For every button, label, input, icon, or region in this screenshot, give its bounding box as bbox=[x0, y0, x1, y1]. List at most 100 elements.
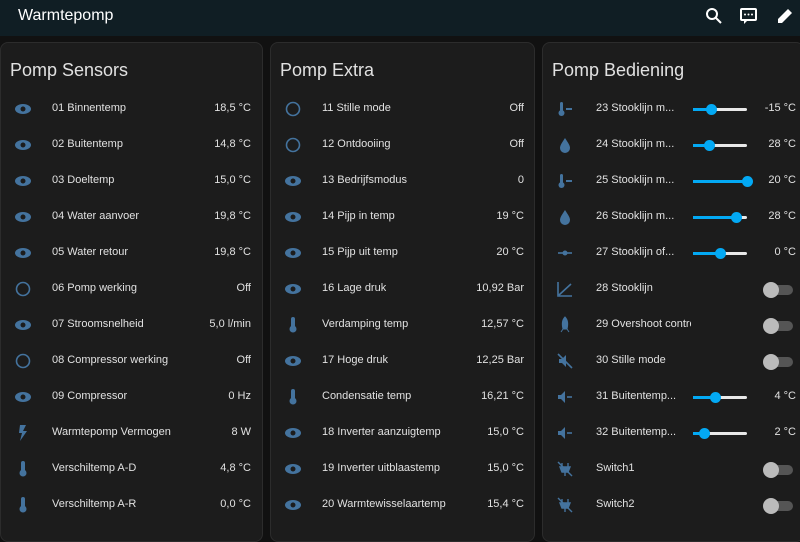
entity-icon bbox=[285, 101, 301, 117]
entity-state: 0 bbox=[517, 174, 524, 186]
entity-icon bbox=[285, 464, 301, 474]
entity-name: 30 Stille mode bbox=[596, 354, 666, 366]
entity-state: 19,8 °C bbox=[214, 246, 251, 258]
entity-row: 16 Lage druk 10,92 Bar bbox=[271, 271, 534, 307]
slider-thumb[interactable] bbox=[731, 212, 743, 223]
slider-thumb[interactable] bbox=[715, 248, 726, 259]
entity-row: 26 Stooklijn m... 28 °C bbox=[543, 199, 800, 235]
entity-state: 2 °C bbox=[774, 426, 796, 438]
entity-icon bbox=[285, 137, 301, 153]
entity-state: Off bbox=[509, 102, 524, 114]
entity-icon bbox=[557, 282, 572, 297]
entity-name: 01 Binnentemp bbox=[52, 102, 126, 114]
entity-row: 09 Compressor 0 Hz bbox=[1, 379, 262, 415]
toggle[interactable] bbox=[763, 318, 793, 334]
header: Warmtepomp bbox=[0, 0, 800, 36]
slider[interactable] bbox=[693, 104, 747, 115]
entity-icon bbox=[558, 102, 572, 116]
entity-icon bbox=[558, 174, 572, 188]
entity-icon bbox=[557, 461, 573, 477]
toggle-knob[interactable] bbox=[763, 498, 779, 514]
entity-state: 0 Hz bbox=[228, 390, 251, 402]
entity-icon bbox=[560, 210, 570, 225]
card: Pomp Sensors 01 Binnentemp 18,5 °C 02 Buite… bbox=[0, 42, 263, 542]
slider[interactable] bbox=[693, 392, 747, 403]
edit-button[interactable] bbox=[775, 6, 795, 26]
entity-name: 05 Water retour bbox=[52, 246, 129, 258]
entity-state: Off bbox=[236, 354, 251, 366]
entity-name: 25 Stooklijn m... bbox=[596, 174, 675, 186]
entity-name: Switch1 bbox=[596, 462, 635, 474]
slider-thumb[interactable] bbox=[698, 428, 710, 439]
slider[interactable] bbox=[693, 140, 747, 151]
slider[interactable] bbox=[693, 212, 747, 223]
entity-state: 4 °C bbox=[774, 390, 796, 402]
entity-name: 27 Stooklijn of... bbox=[596, 246, 675, 258]
entity-state: 15,0 °C bbox=[214, 174, 251, 186]
toggle[interactable] bbox=[763, 462, 793, 478]
slider-fill bbox=[693, 252, 720, 255]
slider-thumb[interactable] bbox=[704, 140, 716, 151]
entity-state: 5,0 l/min bbox=[209, 318, 251, 330]
entity-name: 19 Inverter uitblaastemp bbox=[322, 462, 441, 474]
entity-name: 06 Pomp werking bbox=[52, 282, 137, 294]
slider-thumb[interactable] bbox=[709, 392, 721, 403]
entity-row: 01 Binnentemp 18,5 °C bbox=[1, 91, 262, 127]
entity-icon bbox=[15, 392, 31, 402]
entity-row: 23 Stooklijn m... -15 °C bbox=[543, 91, 800, 127]
entity-row: 03 Doeltemp 15,0 °C bbox=[1, 163, 262, 199]
assist-button[interactable] bbox=[739, 6, 759, 26]
entity-state: 16,21 °C bbox=[481, 390, 524, 402]
entity-name: 20 Warmtewisselaartemp bbox=[322, 498, 446, 510]
slider[interactable] bbox=[693, 428, 747, 439]
entity-name: 09 Compressor bbox=[52, 390, 128, 402]
entity-state: -15 °C bbox=[764, 102, 796, 114]
slider-fill bbox=[693, 108, 711, 111]
entity-name: 15 Pijp uit temp bbox=[322, 246, 398, 258]
toggle[interactable] bbox=[763, 498, 793, 514]
entity-state: 18,5 °C bbox=[214, 102, 251, 114]
entity-name: Switch2 bbox=[596, 498, 635, 510]
entity-row: 06 Pomp werking Off bbox=[1, 271, 262, 307]
entity-name: 28 Stooklijn bbox=[596, 282, 653, 294]
entity-state: 19 °C bbox=[496, 210, 524, 222]
entity-state: 28 °C bbox=[768, 138, 796, 150]
toggle[interactable] bbox=[763, 354, 793, 370]
entity-icon bbox=[558, 427, 572, 439]
entity-row: 29 Overshoot control bbox=[543, 307, 800, 343]
entity-icon bbox=[15, 212, 31, 222]
entity-row: Switch2 bbox=[543, 487, 800, 523]
entity-row: 18 Inverter aanzuigtemp 15,0 °C bbox=[271, 415, 534, 451]
entity-state: Off bbox=[236, 282, 251, 294]
entity-icon bbox=[15, 281, 31, 297]
search-button[interactable] bbox=[704, 6, 724, 26]
entity-state: 15,0 °C bbox=[487, 426, 524, 438]
entity-row: 08 Compressor werking Off bbox=[1, 343, 262, 379]
slider[interactable] bbox=[693, 248, 747, 259]
entity-name: 24 Stooklijn m... bbox=[596, 138, 675, 150]
entity-icon bbox=[285, 212, 301, 222]
toggle-knob[interactable] bbox=[763, 318, 779, 334]
entity-row: 02 Buitentemp 14,8 °C bbox=[1, 127, 262, 163]
entity-row: 32 Buitentemp... 2 °C bbox=[543, 415, 800, 451]
toggle[interactable] bbox=[763, 282, 793, 298]
slider-thumb[interactable] bbox=[742, 176, 753, 187]
entity-icon bbox=[15, 320, 31, 330]
entity-state: 12,25 Bar bbox=[476, 354, 524, 366]
slider[interactable] bbox=[693, 176, 753, 187]
entity-state: Off bbox=[509, 138, 524, 150]
entity-state: 10,92 Bar bbox=[476, 282, 524, 294]
entity-row: 25 Stooklijn m... 20 °C bbox=[543, 163, 800, 199]
toggle-knob[interactable] bbox=[763, 282, 779, 298]
entity-icon bbox=[285, 248, 301, 258]
entity-icon bbox=[558, 250, 572, 256]
entity-icon bbox=[15, 248, 31, 258]
entity-name: 16 Lage druk bbox=[322, 282, 387, 294]
slider-thumb[interactable] bbox=[705, 104, 717, 115]
toggle-knob[interactable] bbox=[763, 354, 779, 370]
toggle-knob[interactable] bbox=[763, 462, 779, 478]
entity-icon bbox=[285, 356, 301, 366]
entity-icon bbox=[289, 317, 297, 333]
entity-row: Warmtepomp Vermogen 8 W bbox=[1, 415, 262, 451]
